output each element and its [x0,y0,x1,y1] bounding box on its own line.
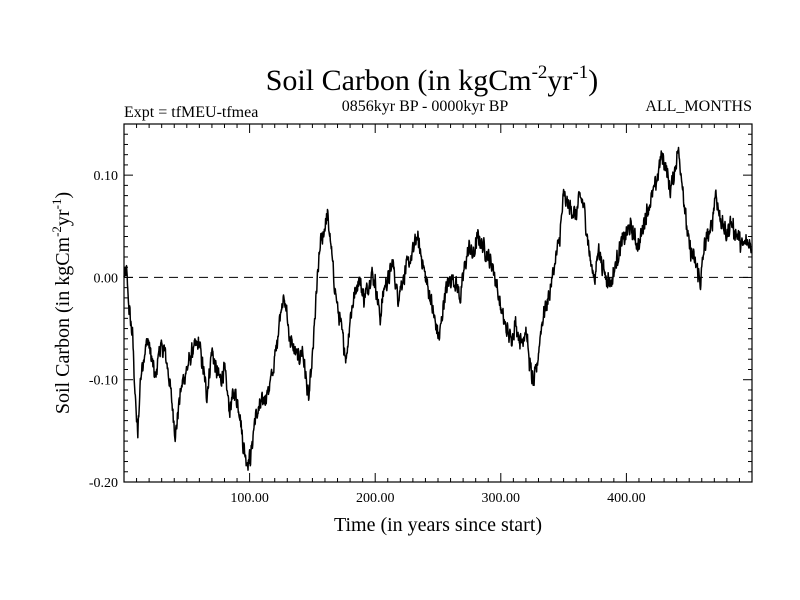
axis-ticks [124,124,752,483]
x-tick-labels: 100.00 200.00 300.00 400.00 [230,491,645,506]
subtitle-right: ALL_MONTHS [645,98,752,115]
y-tick-labels: 0.10 0.00 -0.10 -0.20 [89,169,118,491]
soil-carbon-series-line [123,146,753,471]
y-tick-label: -0.10 [89,374,118,389]
y-tick-label: -0.20 [89,476,118,491]
x-tick-label: 300.00 [482,491,521,506]
y-tick-label: 0.00 [94,271,119,286]
y-axis-label: Soil Carbon (in kgCm-2yr-1) [49,192,74,414]
subtitle-left: Expt = tfMEU-tfmea [124,104,258,121]
chart-title: Soil Carbon (in kgCm-2yr-1) [266,62,599,97]
x-tick-label: 400.00 [607,491,646,506]
y-tick-label: 0.10 [94,169,119,184]
x-tick-label: 100.00 [230,491,269,506]
x-tick-label: 200.00 [356,491,395,506]
x-axis-label: Time (in years since start) [334,514,542,536]
subtitle-center: 0856kyr BP - 0000kyr BP [342,98,509,115]
